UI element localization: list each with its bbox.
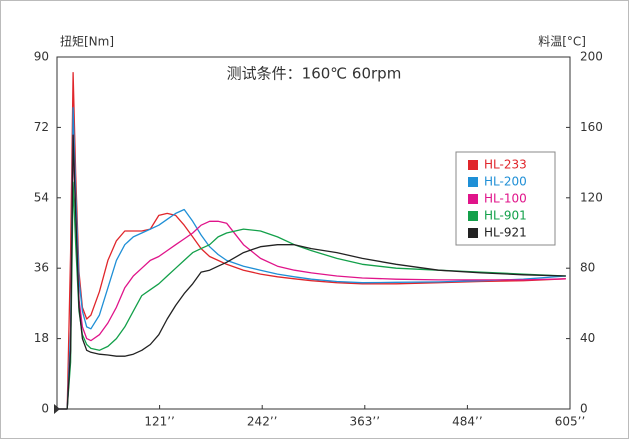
y2-tick-label: 200: [580, 50, 603, 64]
y-tick-label: 0: [41, 402, 49, 416]
x-tick-label: 121’’: [144, 415, 175, 429]
legend-swatch: [468, 160, 478, 170]
legend-label: HL-233: [484, 158, 527, 172]
y2-axis-label: 料温[°C]: [538, 35, 586, 49]
y-tick-label: 36: [34, 261, 49, 275]
legend-swatch: [468, 211, 478, 221]
y-axis-label: 扭矩[Nm]: [60, 35, 114, 49]
x-tick-label: 605’’: [555, 415, 586, 429]
y2-tick-label: 40: [580, 331, 595, 345]
legend-label: HL-100: [484, 192, 527, 206]
plot-area: [56, 56, 571, 410]
legend-swatch: [468, 228, 478, 238]
chart-title: 测试条件：160℃ 60rpm: [227, 65, 402, 83]
y-tick-label: 72: [34, 120, 49, 134]
x-tick-label: 484’’: [452, 415, 483, 429]
y2-tick-label: 80: [580, 261, 595, 275]
legend-label: HL-901: [484, 209, 527, 223]
y2-tick-label: 0: [580, 402, 588, 416]
y-tick-label: 90: [34, 50, 49, 64]
legend-label: HL-200: [484, 175, 527, 189]
x-tick-label: 363’’: [350, 415, 381, 429]
legend-swatch: [468, 177, 478, 187]
y-tick-label: 18: [34, 331, 49, 345]
series-line: [57, 107, 566, 410]
y-tick-label: 54: [34, 190, 49, 204]
x-tick-label: 242’’: [247, 415, 278, 429]
legend-label: HL-921: [484, 226, 527, 240]
series-line: [57, 134, 566, 410]
y2-tick-label: 120: [580, 190, 603, 204]
legend-swatch: [468, 194, 478, 204]
series-line: [57, 134, 566, 410]
y2-tick-label: 160: [580, 120, 603, 134]
